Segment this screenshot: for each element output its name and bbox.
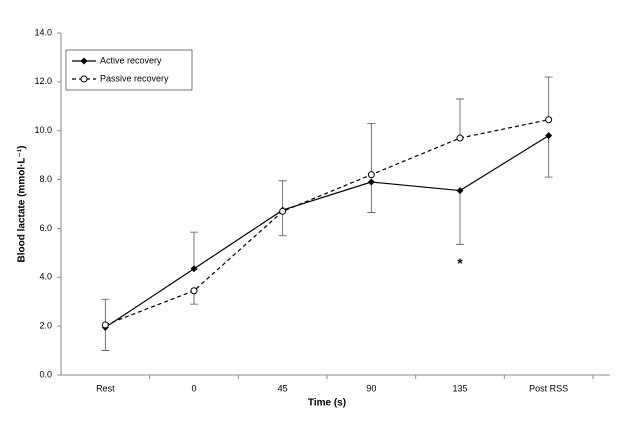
legend-marker: [80, 75, 88, 83]
y-tick-label: 12.0: [34, 76, 52, 86]
data-point: [190, 265, 198, 273]
x-axis-label: Time (s): [308, 398, 346, 409]
data-point: [456, 134, 464, 142]
x-tick-label: 0: [191, 383, 196, 393]
error-bar: [544, 76, 553, 120]
data-point: [367, 171, 375, 179]
x-tick-label: 45: [278, 383, 288, 393]
error-bar: [456, 190, 464, 245]
y-tick-label: 6.0: [39, 223, 52, 233]
data-point: [279, 207, 287, 215]
y-tick-label: 2.0: [39, 321, 52, 331]
error-bar: [101, 327, 110, 351]
error-bar: [278, 211, 287, 237]
error-bar: [544, 135, 553, 178]
data-point: [456, 187, 464, 195]
series-line: [105, 119, 549, 326]
annotation: *: [457, 255, 463, 271]
error-bar: [456, 98, 464, 139]
legend-marker: [80, 57, 88, 65]
y-axis-label: Blood lactate (mmol·L⁻¹): [17, 146, 28, 263]
x-tick-label: Post RSS: [529, 383, 568, 393]
x-tick-label: Rest: [96, 383, 115, 393]
error-bar: [190, 231, 198, 269]
legend-label: Active recovery: [100, 55, 162, 65]
x-tick-label: 135: [452, 383, 467, 393]
y-tick-label: 10.0: [34, 125, 52, 135]
error-bar: [367, 122, 376, 175]
y-tick-label: 14.0: [34, 27, 52, 37]
data-point: [101, 321, 109, 329]
legend-label: Passive recovery: [100, 73, 169, 83]
series-line: [105, 135, 549, 328]
y-tick-label: 4.0: [39, 272, 52, 282]
data-point: [367, 178, 375, 186]
data-point: [545, 132, 553, 140]
error-bar: [101, 298, 110, 325]
x-tick-label: 90: [366, 383, 376, 393]
error-bar: [367, 182, 376, 213]
data-point: [190, 287, 198, 295]
y-tick-label: 8.0: [39, 174, 52, 184]
error-bar: [278, 180, 287, 211]
data-point: [545, 116, 553, 124]
legend-box: [65, 49, 193, 91]
y-tick-label: 0.0: [39, 369, 52, 379]
